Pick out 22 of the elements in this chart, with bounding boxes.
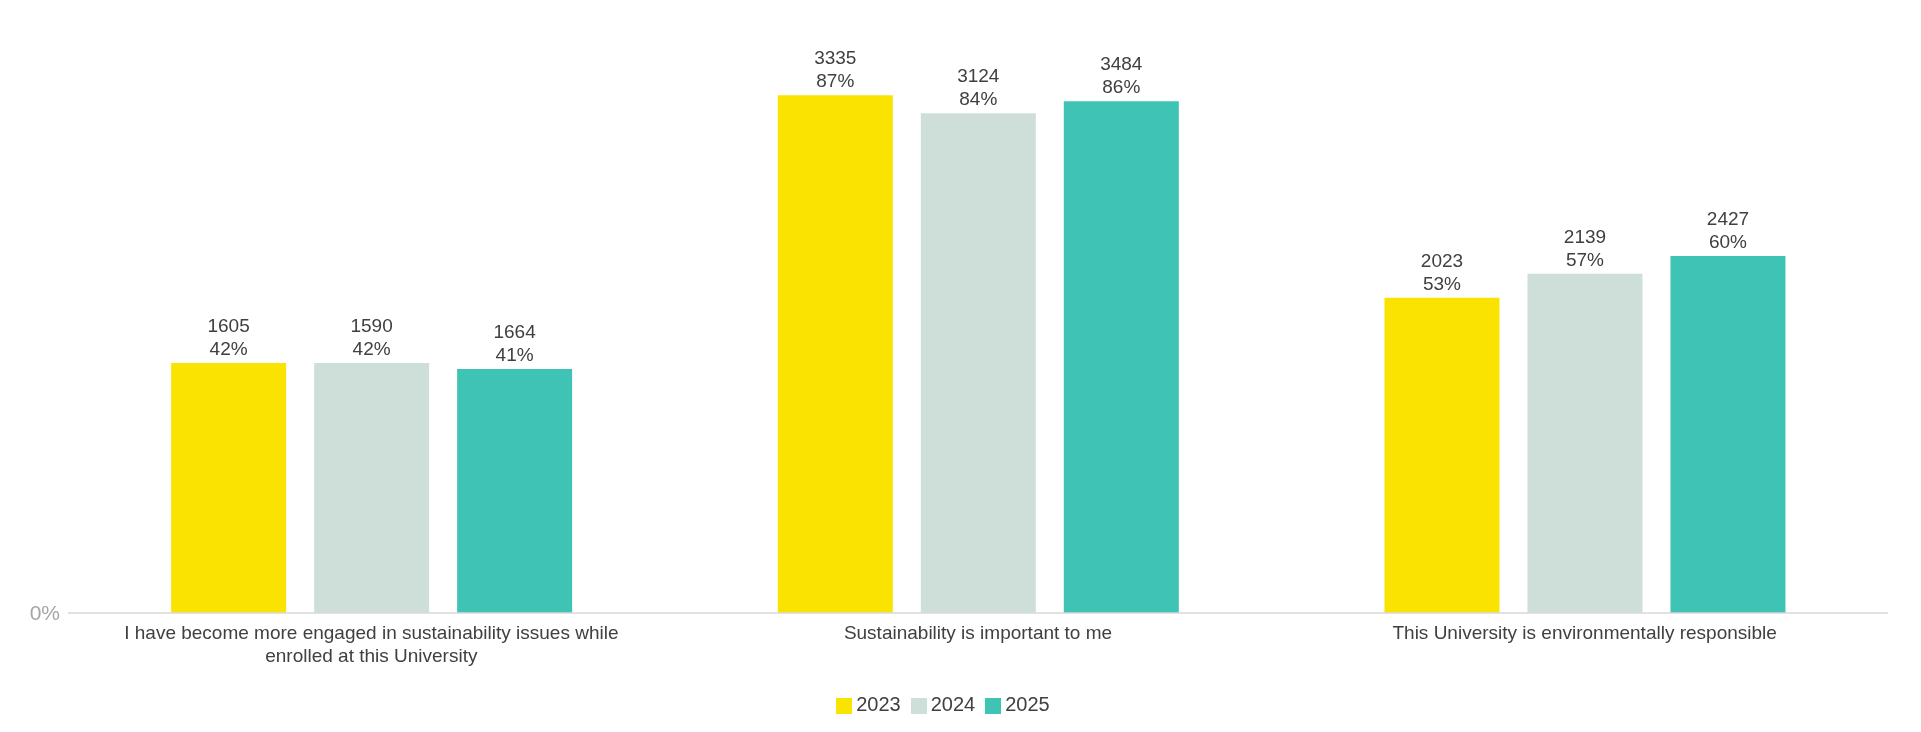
bar	[1063, 101, 1179, 613]
data-label: 3484 86%	[1100, 53, 1143, 98]
data-label: 2427 60%	[1706, 208, 1750, 252]
x-tick-label: I have become more engaged in sustainability issues while enrolled at this University	[124, 622, 619, 666]
legend-label: 2025	[1005, 693, 1050, 715]
legend-label: 2024	[930, 693, 976, 715]
x-tick-label: This University is environmentally responsible	[1392, 622, 1777, 643]
data-label: 3335 87%	[814, 47, 857, 92]
bar	[1384, 297, 1500, 613]
bar	[777, 95, 893, 613]
text: 0%	[29, 601, 60, 625]
data-label: 2139 57%	[1563, 225, 1607, 270]
bar	[171, 363, 287, 613]
data-label: 2023 53%	[1420, 249, 1464, 294]
x-tick-label: Sustainability is important to me	[843, 622, 1113, 643]
data-label: 1590 42%	[350, 315, 393, 360]
data-label: 3124 84%	[957, 65, 1000, 110]
data-label: 1605 42%	[207, 315, 250, 360]
bar	[457, 369, 573, 613]
legend-label: 2023	[856, 693, 901, 715]
data-label: 1664 41%	[493, 321, 537, 366]
bar	[1670, 256, 1786, 613]
